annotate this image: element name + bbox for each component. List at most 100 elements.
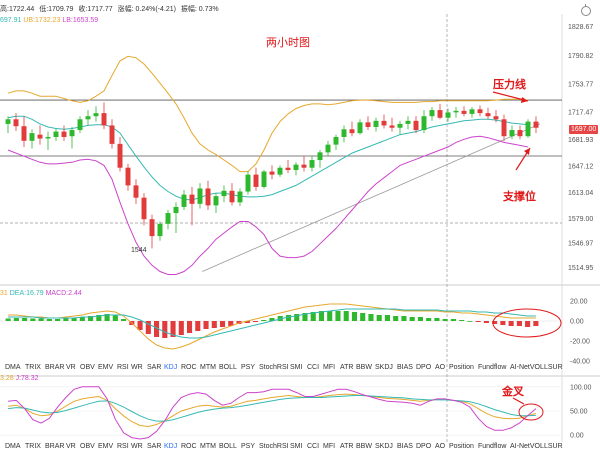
indicator-tab-kdj[interactable]: KDJ [164,364,178,371]
macd-histogram-bar [30,318,36,321]
indicator-tab-position[interactable]: Position [449,364,474,371]
indicator-tab-ai-netvol[interactable]: AI-NetVOL [510,443,544,450]
indicator-tab-ai-netvol[interactable]: AI-NetVOL [510,364,544,371]
indicator-tab-bias[interactable]: BIAS [397,443,413,450]
indicator-tab-emv[interactable]: EMV [98,364,114,371]
indicator-tab-obv[interactable]: OBV [80,443,95,450]
indicator-tab-kdj[interactable]: KDJ [164,443,178,450]
support-label: 支撑位 [503,191,536,203]
indicator-tab-roc[interactable]: ROC [181,364,197,371]
indicator-tab-atr[interactable]: ATR [340,443,354,450]
boll-upper-value: UB:1732.23 [23,17,61,24]
macd-legend: 31 DEA:16.79 MACD:2.44 [0,290,82,297]
indicator-tab-lsur[interactable]: LSUR [544,443,563,450]
macd-highlight-circle [492,308,562,338]
macd-histogram-bar [285,315,292,321]
indicator-tab-dpo[interactable]: DPO [416,443,432,450]
indicator-tab-bias[interactable]: BIAS [397,364,413,371]
candle-body [181,194,187,207]
indicator-tab-mfi[interactable]: MFI [323,364,336,371]
indicator-tab-mfi[interactable]: MFI [323,443,336,450]
candle-body [45,136,51,139]
macd-histogram-bar [153,321,160,337]
indicator-tab-stochrsi[interactable]: StochRSI [259,364,289,371]
indicator-tab-fundflow[interactable]: Fundflow [478,443,507,450]
candle-body [365,122,371,127]
indicator-tab-mtm[interactable]: MTM [200,364,216,371]
kdj-tick-label: 100.00 [570,384,592,391]
indicator-tab-psy[interactable]: PSY [241,443,256,450]
boll-lower-band [7,135,529,275]
indicator-tab-stochrsi[interactable]: StochRSI [259,443,289,450]
indicator-tab-vr[interactable]: VR [66,443,76,450]
candle-body [229,190,235,203]
macd-dea-value: DEA:16.79 [9,290,44,297]
indicator-tab-ao[interactable]: AO [435,364,446,371]
indicator-tab-sar[interactable]: SAR [147,364,162,371]
indicator-tab-boll[interactable]: BOLL [219,443,237,450]
candle-body [77,119,83,131]
indicator-tab-fundflow[interactable]: Fundflow [478,364,507,371]
indicator-tab-bbw[interactable]: BBW [356,364,372,371]
indicator-tab-atr[interactable]: ATR [340,364,354,371]
indicator-tab-dma[interactable]: DMA [5,364,21,371]
boll-mid-band [7,115,529,201]
indicator-tab-cci[interactable]: CCI [307,443,320,450]
macd-histogram-bar [459,320,465,321]
indicator-tab-brar[interactable]: BRAR [45,364,65,371]
indicator-tab-cci[interactable]: CCI [307,364,320,371]
candle-body [133,185,139,198]
indicator-tab-trix[interactable]: TRIX [25,443,41,450]
indicator-tab-skdj[interactable]: SKDJ [375,364,393,371]
macd-histogram-bar [417,317,423,321]
indicator-tabs-macd: DMA TRIX BRAR VR OBV EMV RSI WR SAR KDJ ROC MTM BOLL… [0,362,600,375]
macd-histogram-bar [327,311,333,321]
indicator-tab-sar[interactable]: SAR [147,443,162,450]
indicator-tab-wr[interactable]: WR [131,364,143,371]
indicator-tab-brar[interactable]: BRAR [45,443,65,450]
indicator-tab-dpo[interactable]: DPO [416,364,432,371]
candle-body [157,223,163,237]
price-tick-label: 1647.12 [568,164,593,171]
indicator-tab-mtm[interactable]: MTM [200,443,216,450]
macd-histogram-bar [112,315,118,321]
candle-body [501,119,507,137]
indicator-tab-obv[interactable]: OBV [80,364,95,371]
candle-body [165,213,171,224]
candle-body [405,120,411,124]
indicator-tab-smi[interactable]: SMI [290,364,303,371]
indicator-tab-ao[interactable]: AO [435,443,446,450]
indicator-tab-skdj[interactable]: SKDJ [375,443,393,450]
boll-mid-value: 697.91 [0,17,22,24]
indicator-tab-boll[interactable]: BOLL [219,364,237,371]
indicator-tab-psy[interactable]: PSY [241,364,256,371]
macd-histogram-bar [203,321,209,329]
macd-histogram-bar [500,321,506,325]
indicator-tab-lsur[interactable]: LSUR [544,364,563,371]
indicator-tab-smi[interactable]: SMI [290,443,303,450]
candle-body [341,129,347,137]
indicator-tab-roc[interactable]: ROC [181,443,197,450]
candle-body [277,167,283,175]
candle-body [93,113,99,117]
indicator-tab-rsi[interactable]: RSI [117,443,129,450]
indicator-tab-vr[interactable]: VR [66,364,76,371]
candle-body [357,122,363,134]
indicator-tab-wr[interactable]: WR [131,443,143,450]
candle-body [253,174,259,187]
indicator-tab-rsi[interactable]: RSI [117,364,129,371]
candle-body [141,197,147,220]
candle-body [213,196,219,206]
indicator-tab-trix[interactable]: TRIX [25,364,41,371]
alarm-icon[interactable] [581,4,591,16]
macd-histogram-bar [79,317,85,321]
macd-histogram-bar [492,321,498,324]
indicator-tab-bbw[interactable]: BBW [356,443,372,450]
candle-body [245,174,251,192]
kdj-k-value: 3.28 [0,375,14,382]
indicator-tab-dma[interactable]: DMA [5,443,21,450]
macd-histogram-bar [38,318,44,321]
indicator-tab-position[interactable]: Position [449,443,474,450]
indicator-tab-emv[interactable]: EMV [98,443,114,450]
